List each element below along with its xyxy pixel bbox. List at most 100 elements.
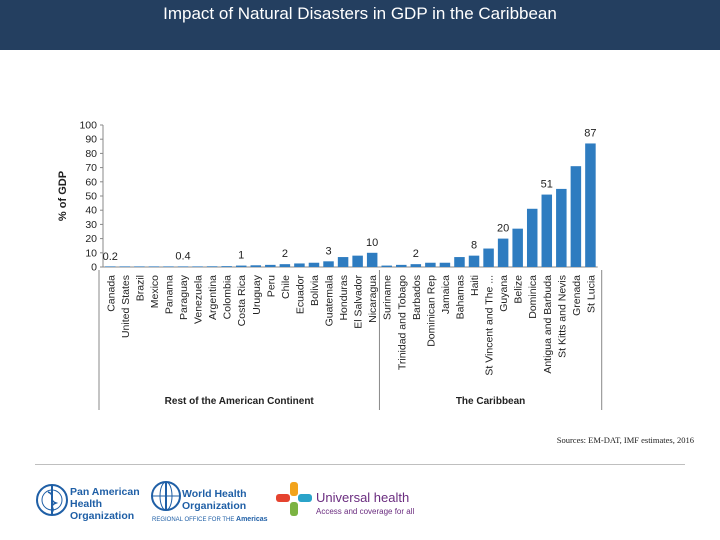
y-tick-label: 90: [85, 134, 97, 146]
category-label: Belize: [513, 275, 525, 304]
who-name: World Health Organization: [182, 488, 247, 512]
bar: [177, 266, 189, 267]
category-label: Ecuador: [294, 274, 306, 314]
who-regional: REGIONAL OFFICE FOR THE Americas: [152, 516, 268, 523]
y-tick-label: 100: [79, 120, 97, 132]
category-label: Jamaica: [440, 275, 452, 314]
category-label: St Vincent and The ...: [484, 275, 496, 376]
category-label: Bolivia: [309, 275, 321, 306]
bar: [439, 262, 451, 267]
data-label: 1: [238, 250, 244, 262]
bar: [105, 266, 116, 267]
bar: [221, 266, 232, 267]
sources-note: Sources: EM-DAT, IMF estimates, 2016: [556, 435, 694, 445]
data-label: 2: [282, 248, 288, 260]
bar: [119, 266, 131, 267]
page-title: Impact of Natural Disasters in GDP in th…: [163, 4, 557, 23]
y-tick-label: 20: [85, 233, 97, 245]
category-label: Chile: [280, 275, 292, 299]
bar: [352, 255, 363, 267]
bar: [163, 266, 174, 267]
data-label: 2: [413, 248, 419, 260]
title-bar: Impact of Natural Disasters in GDP in th…: [0, 0, 720, 50]
category-label: Bahamas: [454, 275, 466, 319]
category-label: Colombia: [222, 275, 234, 320]
bar: [454, 257, 465, 267]
category-label: Suriname: [382, 275, 394, 320]
bar: [570, 166, 582, 267]
bar: [337, 257, 349, 267]
bar: [235, 265, 247, 267]
y-tick-label: 0: [91, 262, 97, 274]
data-label: 3: [325, 245, 331, 257]
category-label: Peru: [265, 275, 277, 297]
bar: [585, 143, 596, 267]
bar: [526, 208, 538, 267]
bar: [192, 266, 203, 267]
bar: [483, 248, 494, 267]
category-label: Honduras: [338, 275, 350, 321]
data-label: 0.4: [175, 250, 190, 262]
bar: [512, 228, 523, 267]
bar: [556, 188, 567, 267]
data-label: 0.2: [103, 251, 118, 263]
y-tick-label: 80: [85, 148, 97, 160]
y-tick-label: 50: [85, 191, 97, 203]
category-label: El Salvador: [353, 275, 365, 329]
bar: [366, 252, 378, 267]
who-logo: World Health Organization REGIONAL OFFIC…: [150, 480, 270, 526]
bar: [265, 264, 276, 267]
category-label: Guatemala: [324, 275, 336, 327]
bar: [206, 266, 218, 267]
group-label: Rest of the American Continent: [165, 396, 315, 407]
bar: [410, 264, 422, 267]
bar: [279, 264, 291, 267]
category-label: Dominica: [527, 275, 539, 319]
category-label: Panama: [163, 275, 175, 314]
bar: [396, 264, 407, 267]
bar: [497, 238, 509, 267]
category-label: St Lucia: [585, 275, 597, 313]
category-label: Paraguay: [178, 274, 190, 320]
data-label: 10: [366, 237, 378, 249]
category-label: Grenada: [571, 275, 583, 316]
category-label: Dominican Rep: [425, 275, 437, 347]
bar: [294, 263, 305, 267]
y-tick-label: 70: [85, 162, 97, 174]
y-axis-label: % of GDP: [57, 171, 69, 221]
category-label: Haiti: [469, 275, 481, 296]
bar: [541, 194, 553, 267]
paho-emblem-icon: [36, 484, 68, 516]
paho-logo: Pan American Health Organization: [36, 480, 146, 526]
paho-name: Pan American Health Organization: [70, 486, 140, 522]
bar: [250, 265, 262, 267]
bar: [425, 262, 436, 267]
bar: [148, 266, 160, 267]
category-label: Brazil: [134, 275, 146, 301]
category-label: Uruguay: [251, 274, 263, 314]
y-tick-label: 10: [85, 247, 97, 259]
category-label: Canada: [105, 275, 117, 312]
category-label: Mexico: [149, 275, 161, 308]
category-label: Argentina: [207, 275, 219, 320]
universal-health-title: Universal health: [316, 490, 410, 505]
universal-health-emblem-icon: [276, 482, 312, 516]
who-emblem-icon: [151, 481, 181, 511]
y-tick-label: 30: [85, 219, 97, 231]
category-label: Barbados: [411, 275, 423, 320]
category-label: Guyana: [498, 275, 510, 312]
bar: [468, 255, 480, 267]
category-label: Venezuela: [193, 275, 205, 324]
group-label: The Caribbean: [456, 396, 525, 407]
footer-divider: [35, 464, 685, 465]
y-tick-label: 40: [85, 205, 97, 217]
category-label: Trinidad and Tobago: [396, 275, 408, 370]
data-label: 8: [471, 240, 477, 252]
bar: [134, 266, 145, 267]
data-label: 51: [541, 179, 553, 191]
y-tick-label: 60: [85, 176, 97, 188]
category-label: Costa Rica: [236, 275, 248, 327]
category-label: Nicaragua: [367, 275, 379, 323]
universal-health-subtitle: Access and coverage for all: [316, 507, 415, 516]
